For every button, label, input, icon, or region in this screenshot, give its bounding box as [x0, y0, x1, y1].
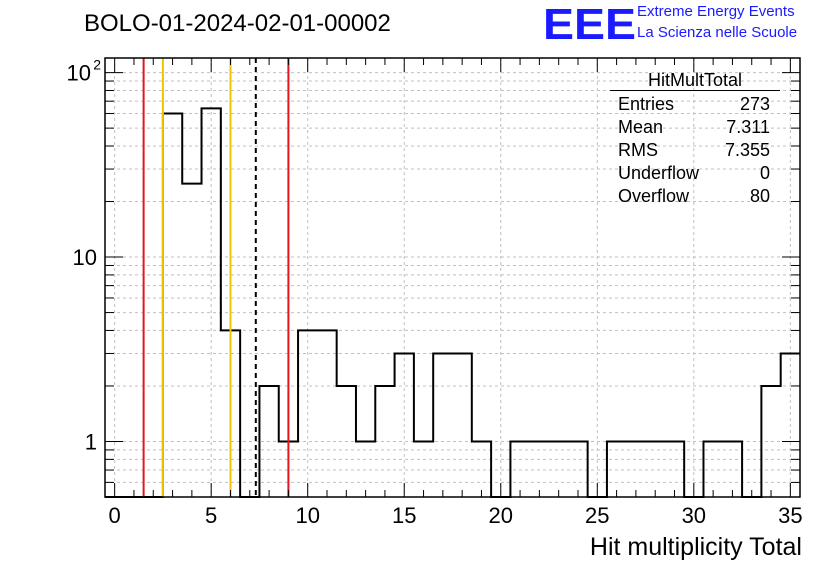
- histogram-bin: [202, 108, 221, 497]
- histogram-bin: [761, 386, 780, 497]
- y-tick-label-exponent: 2: [93, 57, 101, 73]
- logo-caption-2: La Scienza nelle Scuole: [637, 24, 798, 41]
- histogram-bin: [337, 386, 356, 497]
- histogram-bin: [530, 441, 549, 497]
- stats-label: Overflow: [618, 186, 690, 206]
- histogram-bin: [182, 184, 201, 497]
- histogram-bin: [375, 386, 394, 497]
- x-tick-label: 25: [585, 503, 609, 528]
- histogram-bin: [568, 441, 587, 497]
- histogram-bin: [453, 353, 472, 497]
- histogram-bin: [163, 114, 182, 497]
- stats-row: RMS 7.355: [608, 139, 780, 162]
- histogram-bin: [607, 441, 626, 497]
- x-tick-label: 0: [109, 503, 121, 528]
- stats-label: Underflow: [618, 163, 700, 183]
- x-tick-label: 5: [205, 503, 217, 528]
- plot-frame: [104, 57, 801, 498]
- histogram-bin: [646, 441, 665, 497]
- histogram-bin: [259, 386, 278, 497]
- x-axis-title: Hit multiplicity Total: [589, 533, 802, 561]
- histogram-bin: [414, 441, 433, 497]
- histogram-bin: [472, 441, 491, 497]
- histogram-bin: [317, 330, 336, 497]
- histogram-bin: [510, 441, 529, 497]
- stats-value: 273: [739, 94, 770, 114]
- y-tick-label: 10: [73, 245, 97, 270]
- y-tick-label: 10: [67, 61, 91, 86]
- x-tick-label: 35: [778, 503, 802, 528]
- stats-label: Mean: [618, 117, 664, 137]
- x-tick-label: 20: [489, 503, 513, 528]
- histogram-bin: [433, 353, 452, 497]
- histogram-bin: [781, 353, 800, 497]
- svg-text:EEE: EEE: [543, 2, 636, 44]
- y-tick-label: 1: [85, 429, 97, 454]
- x-tick-label: 15: [392, 503, 416, 528]
- run-title: BOLO-01-2024-02-01-00002: [84, 10, 391, 37]
- stats-value: 7.311: [726, 117, 770, 137]
- histogram-bin: [549, 441, 568, 497]
- x-tick-label: 30: [682, 503, 706, 528]
- histogram-bin: [665, 441, 684, 497]
- stats-row: Mean 7.311: [608, 116, 780, 139]
- x-tick-label: 10: [295, 503, 319, 528]
- histogram-bin: [298, 330, 317, 497]
- eee-logo: EEE: [543, 2, 636, 44]
- histogram-bin: [626, 441, 645, 497]
- stats-value: 7.355: [724, 140, 770, 160]
- histogram-bin: [395, 353, 414, 497]
- stats-value: 80: [749, 186, 770, 206]
- histogram-bin: [723, 441, 742, 497]
- stats-label: Entries: [618, 94, 675, 114]
- stats-box: HitMultTotal Entries 273 Mean 7.311 RMS 7.3…: [608, 70, 780, 208]
- stats-title: HitMultTotal: [610, 70, 780, 91]
- stats-value: 0: [759, 163, 770, 183]
- stats-row: Entries 273: [608, 93, 780, 116]
- histogram-bin: [703, 441, 722, 497]
- stats-row: Underflow 0: [608, 162, 780, 185]
- stats-label: RMS: [618, 140, 658, 160]
- histogram-bin: [356, 441, 375, 497]
- stats-row: Overflow 80: [608, 185, 780, 208]
- logo-caption-1: Extreme Energy Events: [637, 3, 795, 20]
